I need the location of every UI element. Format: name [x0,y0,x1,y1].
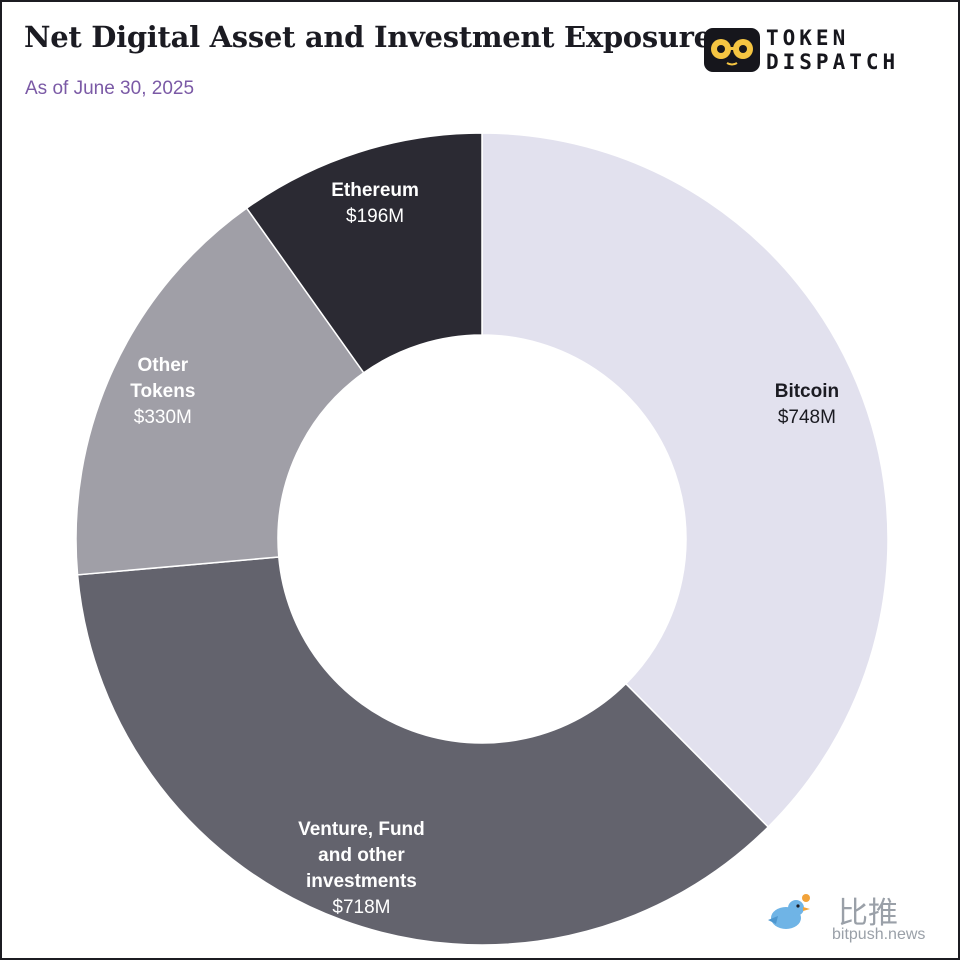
slice-label: Venture, Fund and other investments [298,819,425,892]
logo-wordmark: TOKEN DISPATCH [766,26,899,74]
slice-label: Ethereum [331,180,419,201]
slice-value-label: $718M [332,897,390,918]
chart-title: Net Digital Asset and Investment Exposur… [24,20,712,54]
slice-value-label: $196M [346,206,404,227]
slice-value-label: $330M [134,407,192,428]
slice-label: Bitcoin [775,381,839,402]
slice-value-label: $748M [778,407,836,428]
logo-line-1: TOKEN [766,26,850,50]
slice-label-group: Bitcoin $748M [775,381,839,428]
logo-line-2: DISPATCH [766,50,900,74]
slice-label: Other Tokens [130,355,195,402]
bird-icon [766,894,810,934]
pie-slice-venture-fund-and-other-investments [76,556,770,946]
slice-label-group: Venture, Fund and other investments $718M [298,819,425,918]
pie-slice-bitcoin [481,132,889,829]
chart-subtitle: As of June 30, 2025 [25,78,195,99]
watermark-url: bitpush.news [832,926,926,943]
slice-label-group: Ethereum $196M [331,180,419,227]
glasses-face-icon [704,28,760,72]
pie-slice-ethereum [245,132,483,374]
token-dispatch-logo: TOKEN DISPATCH [704,26,934,78]
watermark-chinese: 比推 [838,896,898,931]
bitpush-watermark: 比推 bitpush.news [766,888,956,948]
slice-label-group: Other Tokens $330M [130,355,195,428]
pie-slice-other-tokens [75,207,365,576]
